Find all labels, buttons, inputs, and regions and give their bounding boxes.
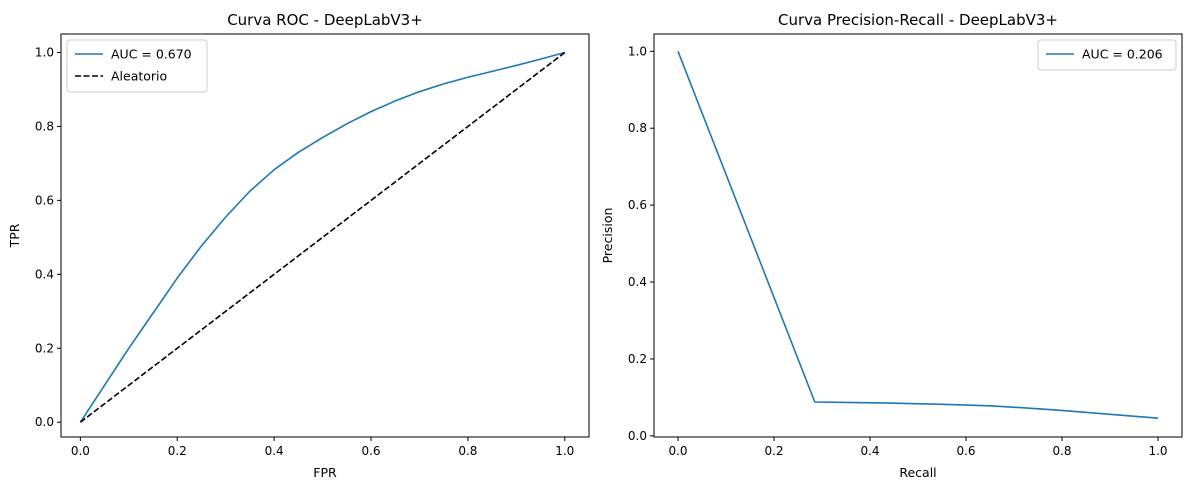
pr-x-tick-label: 0.4: [860, 444, 879, 458]
roc-y-tick-label: 0.4: [35, 267, 54, 281]
pr-x-tick-label: 0.0: [668, 444, 687, 458]
roc-y-tick-label: 0.8: [35, 119, 54, 133]
pr-x-tick-label: 1.0: [1148, 444, 1167, 458]
pr-legend: AUC = 0.206: [1037, 39, 1177, 71]
roc-y-tick-label: 1.0: [35, 45, 54, 59]
roc-chart: Curva ROC - DeepLabV3+ FPR TPR 0.0 0.2 0.4…: [7, 11, 590, 480]
pr-chart: Curva Precision-Recall - DeepLabV3+ Reca…: [600, 11, 1183, 480]
roc-x-tick-label: 0.8: [458, 444, 477, 458]
roc-x-tick-label: 1.0: [555, 444, 574, 458]
pr-y-tick-label: 0.6: [628, 198, 647, 212]
roc-title: Curva ROC - DeepLabV3+: [227, 11, 423, 29]
roc-x-tick-label: 0.0: [71, 444, 90, 458]
pr-x-tick-label: 0.8: [1052, 444, 1071, 458]
roc-x-tick-label: 0.4: [265, 444, 284, 458]
roc-legend-box: [66, 39, 208, 93]
roc-ticks: 0.0 0.2 0.4 0.6 0.8 1.0 0.0 0.2 0.4 0.6 0.8 1.0: [35, 45, 574, 458]
pr-y-tick-label: 1.0: [628, 44, 647, 58]
pr-y-tick-label: 0.4: [628, 275, 647, 289]
roc-legend: AUC = 0.670 Aleatorio: [66, 39, 208, 93]
roc-axes-frame: [60, 33, 590, 438]
pr-legend-label: AUC = 0.206: [1082, 47, 1163, 62]
pr-legend-box: [1037, 39, 1177, 71]
pr-y-axis-label: Precision: [600, 208, 615, 264]
roc-x-tick-label: 0.2: [168, 444, 187, 458]
roc-y-tick-label: 0.0: [35, 415, 54, 429]
pr-axes-frame: [653, 33, 1183, 438]
roc-plot-area: [79, 51, 566, 423]
pr-ticks: 0.0 0.2 0.4 0.6 0.8 1.0 0.0 0.2 0.4 0.6 0.8 1.0: [628, 44, 1168, 458]
pr-plot-area: [677, 51, 1159, 419]
roc-legend-label: Aleatorio: [111, 69, 167, 84]
roc-series-line-1: [79, 51, 566, 423]
roc-y-tick-label: 0.6: [35, 193, 54, 207]
pr-y-tick-label: 0.0: [628, 429, 647, 443]
pr-title: Curva Precision-Recall - DeepLabV3+: [778, 11, 1058, 29]
pr-x-tick-label: 0.6: [956, 444, 975, 458]
roc-series-line-0: [79, 51, 565, 423]
roc-x-axis-label: FPR: [313, 465, 337, 480]
pr-series-line-0: [677, 51, 1159, 419]
roc-y-axis-label: TPR: [7, 223, 22, 248]
pr-x-tick-label: 0.2: [764, 444, 783, 458]
roc-y-tick-label: 0.2: [35, 341, 54, 355]
roc-legend-label: AUC = 0.670: [111, 47, 192, 62]
pr-y-tick-label: 0.2: [628, 352, 647, 366]
pr-y-tick-label: 0.8: [628, 121, 647, 135]
pr-x-axis-label: Recall: [899, 465, 936, 480]
roc-x-tick-label: 0.6: [361, 444, 380, 458]
